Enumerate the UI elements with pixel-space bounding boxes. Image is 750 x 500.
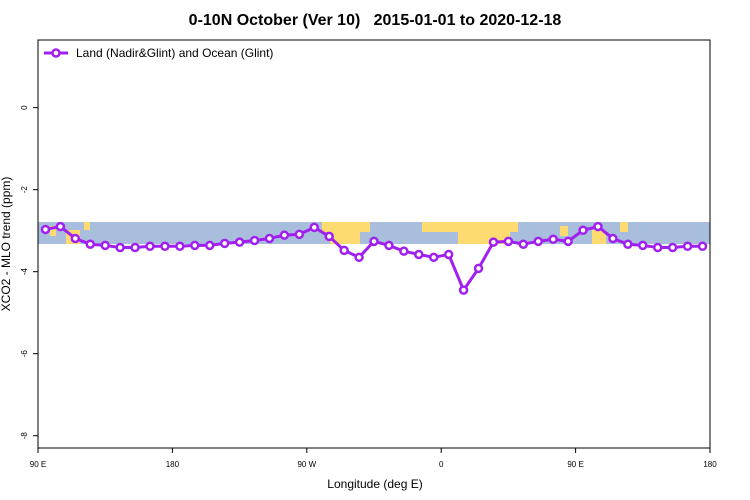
land-patch [560,226,568,236]
point [667,242,678,253]
point [458,285,469,295]
point [518,239,529,249]
point [55,221,66,232]
point [697,241,708,252]
point [369,236,379,247]
point [414,249,424,260]
y-tick-label: -6 [20,350,29,358]
point [234,237,245,247]
point [115,242,125,253]
point [40,224,51,235]
point [443,249,454,260]
point [85,239,96,249]
point [160,241,170,252]
y-axis-label: XCO2 - MLO trend (ppm) [0,177,13,312]
x-axis-label: Longitude (deg E) [327,477,422,491]
point [428,252,439,263]
land-patch [50,226,56,236]
point [219,238,230,249]
point [548,234,558,245]
point [190,240,200,251]
land-patch [592,230,606,244]
land-patch [620,222,628,232]
point [130,242,140,253]
point [623,239,633,249]
point [175,241,185,252]
land-patch [322,222,370,232]
point [608,233,618,244]
point [682,241,693,252]
point [563,236,573,247]
point [324,231,334,242]
y-tick-label: -2 [20,186,29,194]
point [279,230,290,240]
x-tick-label: 90 E [567,460,583,469]
point [488,237,499,247]
x-tick-label: 90 E [30,460,46,469]
x-tick-label: 90 W [297,460,316,469]
point [354,252,364,263]
point [533,236,544,247]
x-tick-label: 180 [166,460,180,469]
x-tick-label: 180 [703,460,717,469]
legend-label: Land (Nadir&Glint) and Ocean (Glint) [76,46,273,60]
plot-frame [37,39,711,449]
legend-marker [51,48,61,58]
point [145,241,155,252]
point [384,240,394,251]
land-patch [330,232,360,244]
chart-title: 0-10N October (Ver 10) 2015-01-01 to 202… [189,12,562,29]
land-patch [422,222,518,232]
point [638,240,648,251]
land-patch [84,222,90,230]
point [578,225,588,236]
x-tick-label: 0 [439,460,444,469]
y-tick-label: -4 [20,268,29,276]
point [652,242,663,253]
point [204,240,215,251]
point [339,245,349,256]
point [70,233,81,244]
point [249,235,260,246]
point [593,221,603,232]
point [264,233,275,244]
point [399,246,409,256]
point [100,240,110,251]
point [309,222,320,233]
point [503,236,514,247]
y-tick-label: 0 [20,105,29,110]
point [473,263,484,274]
y-tick-label: -8 [20,432,29,440]
point [294,229,305,240]
